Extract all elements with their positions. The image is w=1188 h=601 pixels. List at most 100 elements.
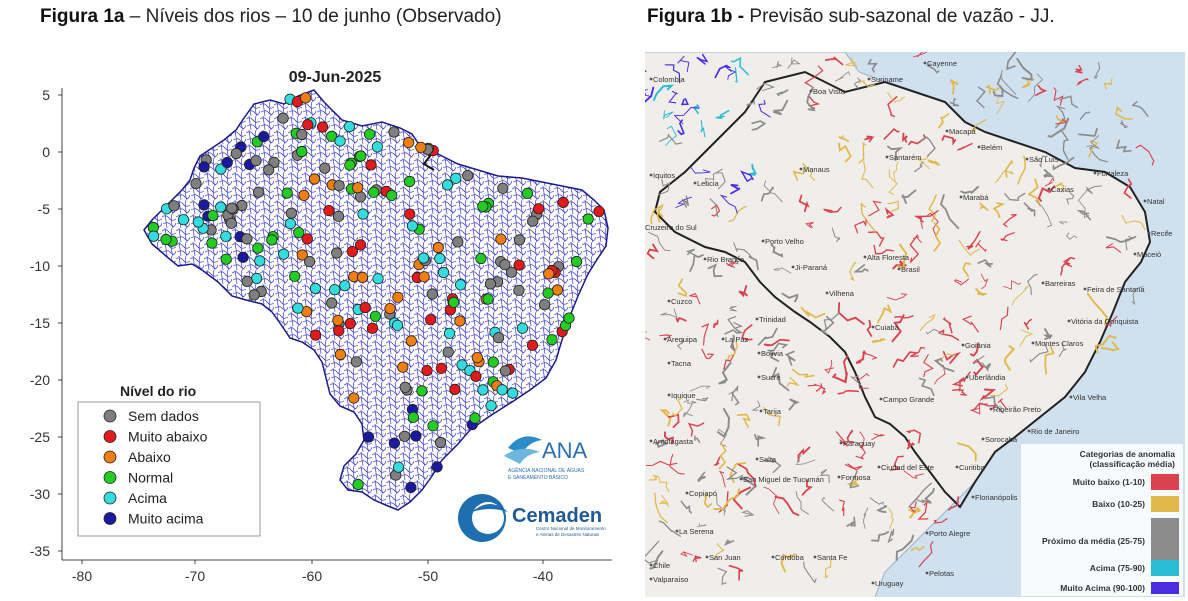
station-marker xyxy=(450,384,460,394)
station-marker xyxy=(334,326,344,336)
city-marker xyxy=(722,338,725,341)
city-marker xyxy=(1070,396,1073,399)
city-label-vilhena: Vilhena xyxy=(829,289,855,298)
station-marker xyxy=(297,146,307,156)
x-tick-label: -40 xyxy=(533,568,553,584)
station-marker xyxy=(406,336,416,346)
station-marker xyxy=(478,201,488,211)
x-tick-label: -70 xyxy=(185,568,205,584)
city-marker xyxy=(1068,320,1071,323)
city-marker xyxy=(898,268,901,271)
legend-swatch xyxy=(104,451,116,463)
station-marker xyxy=(356,151,366,161)
station-marker xyxy=(387,190,397,200)
station-marker xyxy=(345,318,355,328)
city-label-bolivia: Bolivia xyxy=(761,349,784,358)
city-label-rio: Rio de Janeiro xyxy=(1031,427,1079,436)
station-marker xyxy=(406,482,416,492)
station-marker xyxy=(249,290,259,300)
station-marker xyxy=(335,349,345,359)
station-marker xyxy=(500,366,510,376)
city-label-cordoba: Córdoba xyxy=(775,553,805,562)
anomaly-legend-swatch xyxy=(1151,518,1179,564)
station-marker xyxy=(367,323,377,333)
station-marker xyxy=(317,122,327,132)
station-marker xyxy=(369,187,379,197)
city-marker xyxy=(1134,253,1137,256)
station-marker xyxy=(320,163,330,173)
station-marker xyxy=(393,462,403,472)
station-marker xyxy=(443,347,453,357)
station-marker xyxy=(370,311,380,321)
station-marker xyxy=(358,209,368,219)
y-tick-label: -30 xyxy=(30,486,50,502)
city-label-la-serena: La Serena xyxy=(679,527,714,536)
station-marker xyxy=(436,363,446,373)
station-marker xyxy=(282,188,292,198)
legend-label: Muito abaixo xyxy=(128,429,208,445)
station-marker xyxy=(327,298,337,308)
station-marker xyxy=(564,313,574,323)
city-label-fortaleza: Fortaleza xyxy=(1097,169,1129,178)
anomaly-legend: Categorias de anomalia (classificação mé… xyxy=(1021,444,1183,596)
station-marker xyxy=(478,385,488,395)
station-marker xyxy=(324,205,334,215)
legend-swatch xyxy=(104,513,116,525)
city-label-manaus: Manaus xyxy=(803,165,830,174)
city-marker xyxy=(650,440,653,443)
city-marker xyxy=(868,78,871,81)
y-tick-label: -35 xyxy=(30,543,50,559)
city-label-iquitos: Iquitos xyxy=(653,171,675,180)
station-marker xyxy=(433,242,443,252)
station-marker xyxy=(178,215,188,225)
city-label-san-juan: San Juan xyxy=(709,553,741,562)
station-marker xyxy=(310,330,320,340)
city-marker xyxy=(1048,188,1051,191)
station-marker xyxy=(419,272,429,282)
city-marker xyxy=(1144,200,1147,203)
city-marker xyxy=(686,492,689,495)
station-marker xyxy=(435,437,445,447)
station-marker xyxy=(488,357,498,367)
station-marker xyxy=(148,231,158,241)
river-level-map: 09-Jun-2025 50-5-10-15-20-25-30-35-80 -70… xyxy=(22,60,622,600)
anomaly-legend-swatch xyxy=(1151,560,1179,576)
station-marker xyxy=(353,183,363,193)
x-tick-label: -80 xyxy=(72,568,92,584)
station-marker xyxy=(453,237,463,247)
station-marker xyxy=(373,274,383,284)
station-marker xyxy=(393,292,403,302)
city-marker xyxy=(704,258,707,261)
city-label-goiania: Goiânia xyxy=(965,341,992,350)
city-marker xyxy=(864,256,867,259)
figure-1b-caption-bold: Figura 1b - xyxy=(647,6,744,27)
station-marker xyxy=(435,253,445,263)
map-date-title: 09-Jun-2025 xyxy=(289,69,382,86)
station-marker xyxy=(300,93,310,103)
city-marker xyxy=(810,90,813,93)
city-label-caxias: Caxias xyxy=(1051,185,1074,194)
station-marker xyxy=(252,273,262,283)
legend-label: Muito acima xyxy=(128,511,204,527)
station-marker xyxy=(238,252,248,262)
city-label-feira: Feira de Santana xyxy=(1087,285,1145,294)
station-marker xyxy=(216,202,226,212)
city-marker xyxy=(872,582,875,585)
station-marker xyxy=(161,234,171,244)
station-marker xyxy=(193,217,203,227)
y-tick-label: -25 xyxy=(30,429,50,445)
x-tick-label: -50 xyxy=(418,568,438,584)
city-label-chile: Chile xyxy=(653,561,670,570)
city-label-natal: Natal xyxy=(1147,197,1165,206)
station-marker xyxy=(408,412,418,422)
city-label-vila-velha: Vila Velha xyxy=(1073,393,1107,402)
station-marker xyxy=(333,315,343,325)
station-marker xyxy=(199,200,209,210)
station-marker xyxy=(345,160,355,170)
city-label-montes-claros: Montes Claros xyxy=(1035,339,1084,348)
station-marker xyxy=(285,219,295,229)
city-marker xyxy=(772,556,775,559)
legend-swatch xyxy=(104,410,116,422)
y-tick-label: -20 xyxy=(30,372,50,388)
city-label-arequipa: Arequipa xyxy=(667,335,698,344)
